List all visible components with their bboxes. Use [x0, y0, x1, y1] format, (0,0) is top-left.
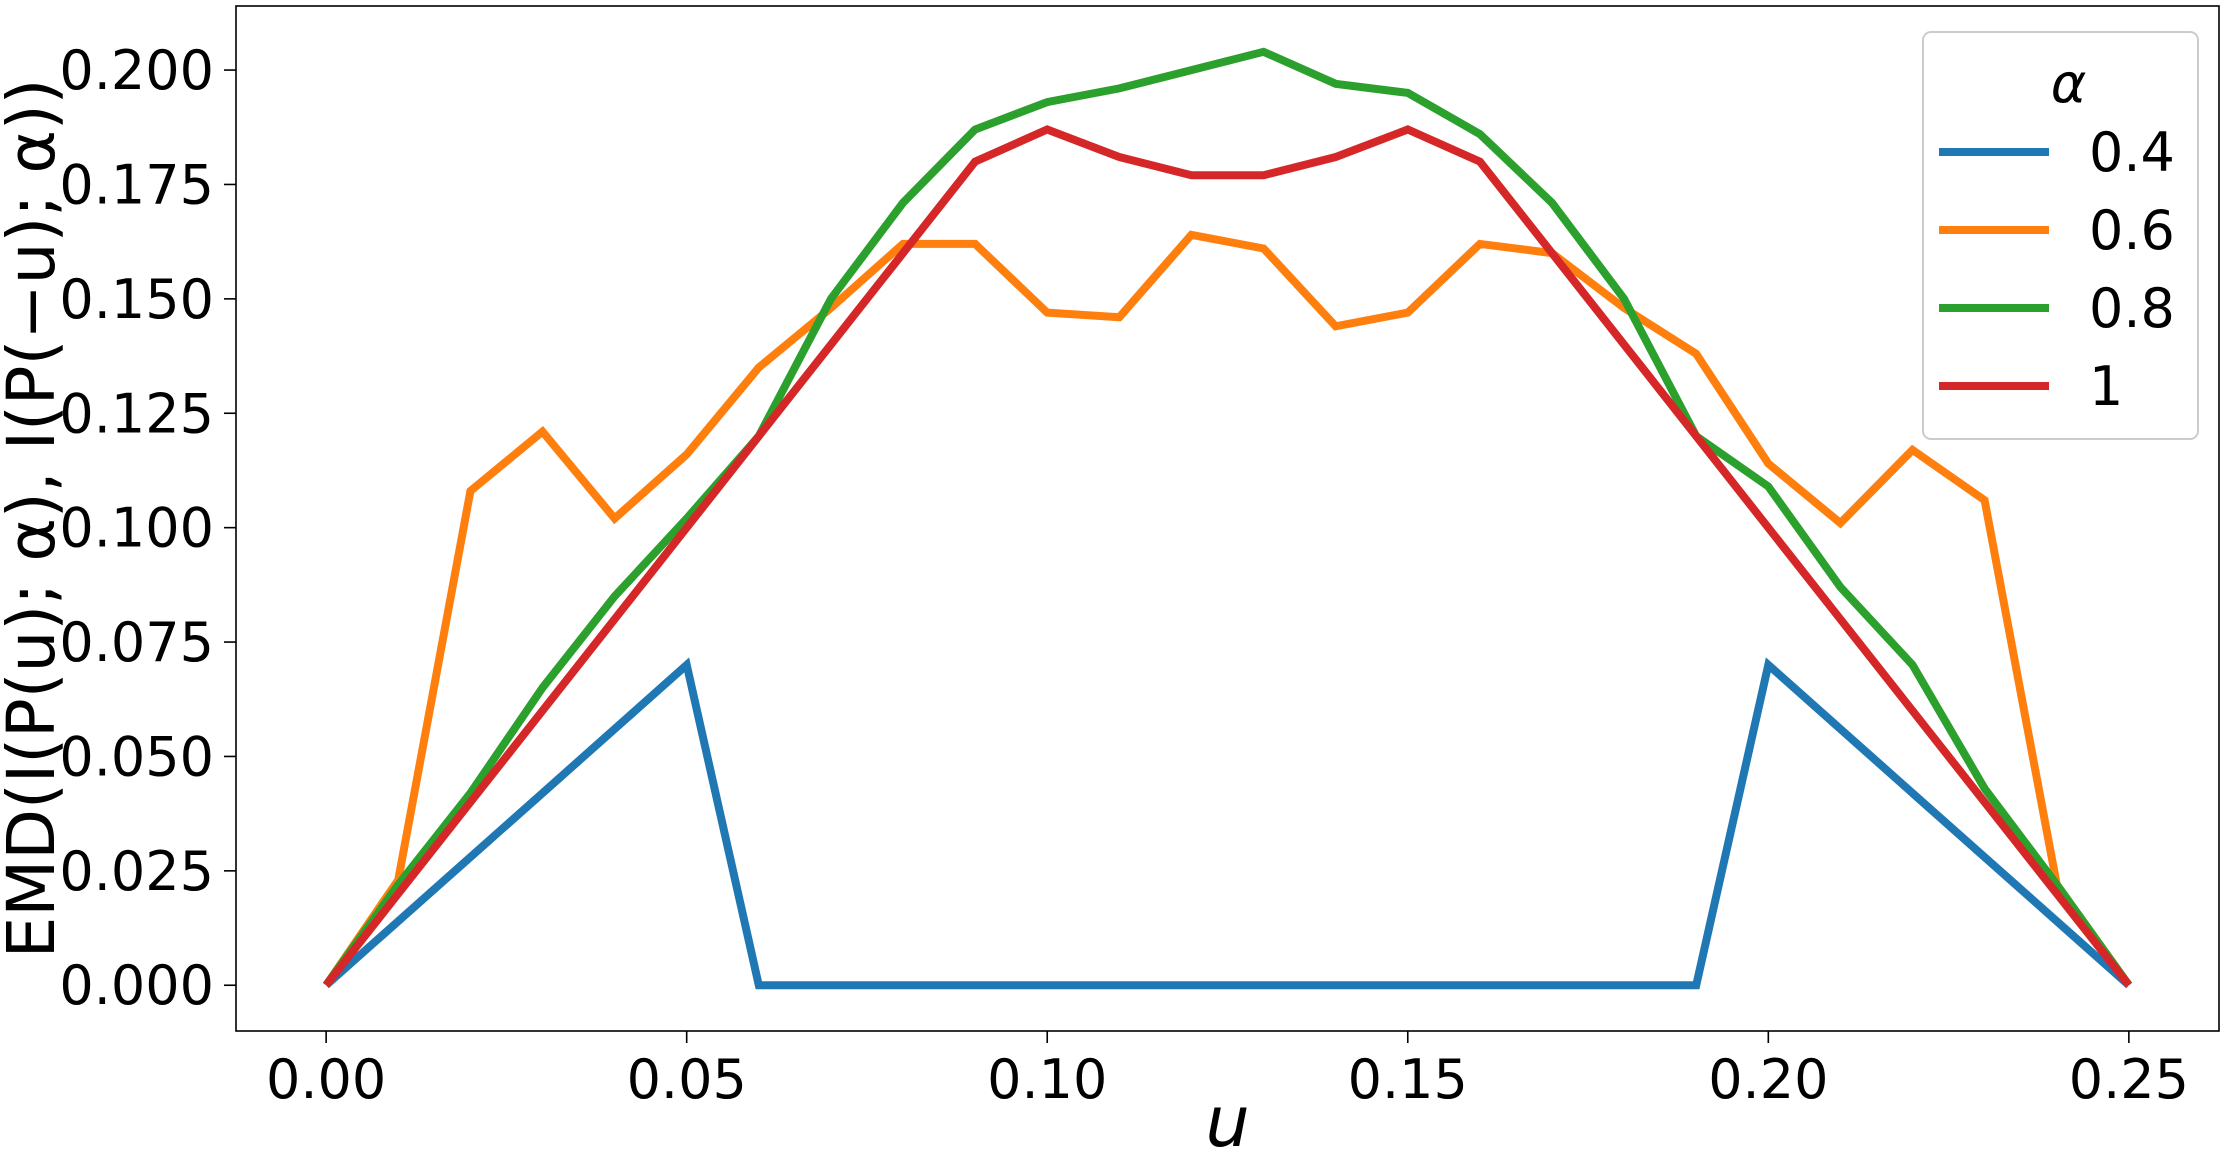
y-tick-label: 0.175 [59, 153, 214, 216]
y-tick-label: 0.125 [59, 382, 214, 445]
y-tick-label: 0.050 [59, 725, 214, 788]
y-tick-label: 0.025 [59, 840, 214, 903]
legend: α0.4 0.6 0.8 1 [1922, 31, 2199, 440]
legend-title: α [2051, 52, 2087, 115]
y-tick-label: 0.100 [59, 497, 214, 560]
y-tick-label: 0.075 [59, 611, 214, 674]
legend-label-0-4: 0.4 [2089, 121, 2175, 184]
series-line-0-4 [323, 657, 2132, 990]
x-axis-label: u [1205, 1081, 1249, 1156]
series-line-1 [322, 125, 2133, 988]
x-tick-label: 0.15 [1348, 1048, 1468, 1111]
x-tick-label: 0.05 [627, 1048, 747, 1111]
legend-label-0-8: 0.8 [2089, 277, 2175, 340]
y-axis-label: EMD(I(P(u); α), I(P(−u); α)) [0, 79, 70, 959]
legend-box [1922, 31, 2199, 440]
x-tick-label: 0.20 [1708, 1048, 1828, 1111]
y-tick-label: 0.150 [59, 268, 214, 331]
x-tick-label: 0.00 [266, 1048, 386, 1111]
y-axis: 0.000 0.025 0.050 0.075 0.100 0.125 0.150 0.175… [59, 39, 236, 1017]
legend-label-0-6: 0.6 [2089, 199, 2175, 262]
series-line-0-6 [322, 230, 2133, 988]
y-tick-label: 0.000 [59, 954, 214, 1017]
legend-label-1: 1 [2089, 355, 2123, 418]
series-layer [322, 47, 2133, 990]
y-tick-label: 0.200 [59, 39, 214, 102]
plot-frame [235, 5, 2220, 1032]
x-tick-label: 0.25 [2069, 1048, 2189, 1111]
series-line-0-8 [322, 47, 2133, 988]
x-axis: 0.00 0.05 0.10 0.15 0.20 0.25 [266, 1031, 2189, 1111]
x-tick-label: 0.10 [987, 1048, 1107, 1111]
